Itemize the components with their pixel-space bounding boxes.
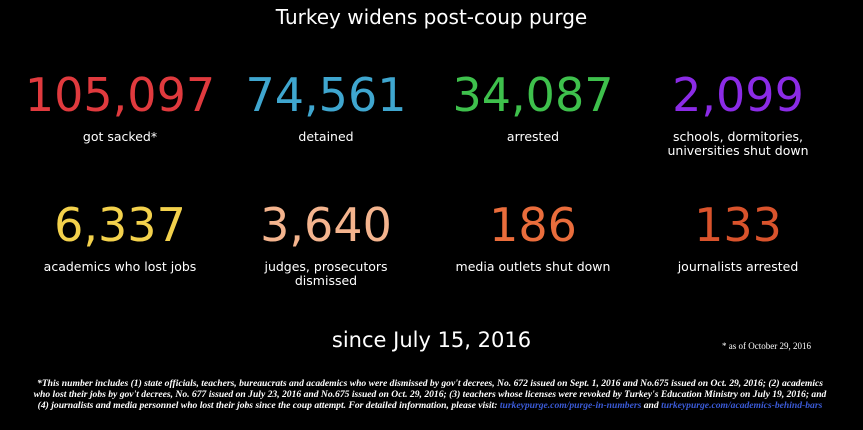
stat-label: detained [298, 129, 354, 144]
stat-number: 34,087 [452, 68, 614, 122]
stat-label: media outlets shut down [455, 259, 611, 274]
stat-label: got sacked* [82, 129, 158, 144]
footnote: *This number includes (1) state official… [30, 378, 830, 411]
stat-number: 105,097 [24, 68, 216, 122]
stat-number: 133 [694, 198, 782, 252]
stat-number: 186 [489, 198, 577, 252]
stat: 74,561 detained [226, 70, 426, 144]
stat: 2,099 schools, dormitories, universities … [638, 70, 838, 158]
as-of-note: * as of October 29, 2016 [722, 341, 811, 351]
stat: 133 journalists arrested [638, 200, 838, 274]
stat: 186 media outlets shut down [433, 200, 633, 274]
stat-number: 2,099 [672, 68, 804, 122]
since-date: since July 15, 2016 [331, 328, 532, 352]
stat-label: journalists arrested [677, 259, 799, 274]
link[interactable]: turkeypurge.com/academics-behind-bars [661, 400, 823, 411]
stat-label: judges, prosecutors dismissed [264, 259, 388, 288]
title: Turkey widens post-coup purge [275, 5, 588, 29]
link[interactable]: turkeypurge.com/purge-in-numbers [499, 400, 642, 411]
stat-number: 6,337 [54, 198, 186, 252]
stat-label: academics who lost jobs [43, 259, 197, 274]
stat-number: 74,561 [245, 68, 407, 122]
stat: 105,097 got sacked* [20, 70, 220, 144]
footnote-joiner: and [643, 400, 659, 411]
stat-label: arrested [506, 129, 560, 144]
stat-label: schools, dormitories, universities shut … [667, 129, 809, 158]
footnote-text: *This number includes (1) state official… [33, 378, 827, 411]
stat: 34,087 arrested [433, 70, 633, 144]
stat-number: 3,640 [260, 198, 392, 252]
stat: 3,640 judges, prosecutors dismissed [226, 200, 426, 288]
stat: 6,337 academics who lost jobs [20, 200, 220, 274]
